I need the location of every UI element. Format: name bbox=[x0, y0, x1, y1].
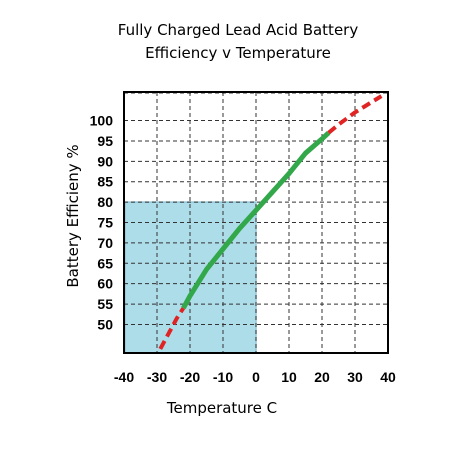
y-tick-label: 55 bbox=[97, 296, 113, 312]
x-tick-label: 10 bbox=[281, 369, 297, 385]
chart-subtitle: Efficiency v Temperature bbox=[145, 44, 331, 62]
x-tick-labels: -40 -30 -20 -10 0 10 20 30 40 bbox=[114, 369, 396, 385]
series-line-1 bbox=[181, 130, 331, 310]
x-tick-label: -20 bbox=[180, 369, 200, 385]
x-tick-label: -30 bbox=[147, 369, 167, 385]
x-axis-label: Temperature C bbox=[166, 399, 277, 417]
x-tick-label: 20 bbox=[314, 369, 330, 385]
y-tick-label: 50 bbox=[97, 316, 113, 332]
chart-title: Fully Charged Lead Acid Battery bbox=[117, 21, 359, 39]
y-tick-label: 85 bbox=[97, 174, 113, 190]
y-tick-label: 65 bbox=[97, 255, 113, 271]
y-tick-label: 100 bbox=[90, 113, 114, 129]
x-tick-label: -40 bbox=[114, 369, 134, 385]
x-tick-label: 40 bbox=[380, 369, 396, 385]
y-tick-label: 80 bbox=[97, 194, 113, 210]
x-tick-label: -10 bbox=[213, 369, 233, 385]
y-tick-label: 75 bbox=[97, 215, 113, 231]
series-line-2 bbox=[327, 94, 383, 135]
y-tick-labels: 50 55 60 65 70 75 80 85 90 95 100 bbox=[90, 113, 114, 333]
y-tick-label: 60 bbox=[97, 276, 113, 292]
y-tick-label: 90 bbox=[97, 153, 113, 169]
y-tick-label: 95 bbox=[97, 133, 113, 149]
y-axis-label: Battery Efficieny % bbox=[64, 144, 82, 287]
plot-frame bbox=[123, 91, 389, 354]
series-layer bbox=[158, 94, 383, 350]
x-tick-label: 30 bbox=[347, 369, 363, 385]
y-tick-label: 70 bbox=[97, 235, 113, 251]
x-tick-label: 0 bbox=[252, 369, 260, 385]
